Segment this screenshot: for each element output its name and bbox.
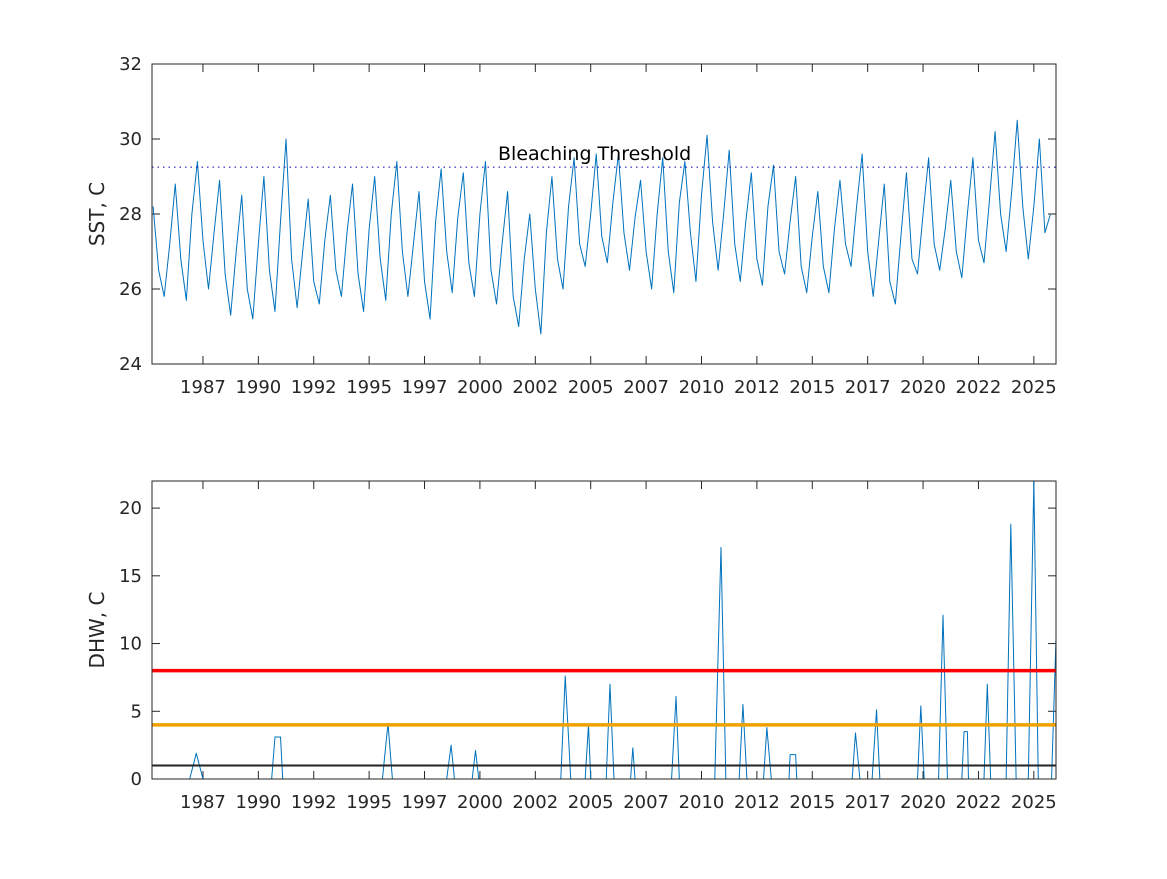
reference-label: Bleaching Threshold bbox=[498, 143, 691, 165]
y-tick-label: 0 bbox=[131, 769, 142, 790]
x-tick-label: 1992 bbox=[291, 377, 337, 398]
plot-area bbox=[152, 481, 1056, 779]
y-tick-label: 32 bbox=[119, 54, 142, 75]
x-tick-label: 2012 bbox=[734, 792, 780, 813]
x-tick-label: 2017 bbox=[845, 377, 891, 398]
x-tick-label: 2015 bbox=[789, 792, 835, 813]
axes-box bbox=[151, 63, 1057, 365]
x-tick-label: 1995 bbox=[346, 792, 392, 813]
x-tick-label: 2010 bbox=[679, 792, 725, 813]
x-tick-label: 2000 bbox=[457, 377, 503, 398]
data-line bbox=[152, 481, 1056, 779]
x-tick-label: 2025 bbox=[1011, 377, 1057, 398]
y-tick-label: 28 bbox=[119, 204, 142, 225]
x-tick-label: 1987 bbox=[180, 792, 226, 813]
plot-content bbox=[152, 119, 1056, 335]
x-tick-label: 1992 bbox=[291, 792, 337, 813]
x-tick-label: 2022 bbox=[956, 792, 1002, 813]
data-line bbox=[152, 119, 1051, 335]
x-tick-label: 1990 bbox=[235, 792, 281, 813]
y-tick-label: 24 bbox=[119, 354, 142, 375]
x-tick-label: 1995 bbox=[346, 377, 392, 398]
x-tick-label: 2025 bbox=[1011, 792, 1057, 813]
plot-area bbox=[152, 64, 1056, 364]
x-tick-label: 2007 bbox=[623, 377, 669, 398]
x-tick-label: 2015 bbox=[789, 377, 835, 398]
y-tick-label: 10 bbox=[119, 634, 142, 655]
x-tick-label: 2002 bbox=[512, 792, 558, 813]
x-tick-label: 2022 bbox=[956, 377, 1002, 398]
x-tick-label: 2017 bbox=[845, 792, 891, 813]
y-tick-label: 30 bbox=[119, 129, 142, 150]
x-tick-label: 2020 bbox=[900, 792, 946, 813]
x-tick-label: 1990 bbox=[235, 377, 281, 398]
x-tick-label: 2005 bbox=[568, 377, 614, 398]
y-tick-label: 20 bbox=[119, 498, 142, 519]
y-tick-label: 15 bbox=[119, 566, 142, 587]
x-tick-label: 2010 bbox=[679, 377, 725, 398]
y-axis-label: SST, C bbox=[85, 182, 109, 246]
x-tick-label: 2012 bbox=[734, 377, 780, 398]
x-tick-label: 2002 bbox=[512, 377, 558, 398]
x-tick-label: 1987 bbox=[180, 377, 226, 398]
y-tick-label: 5 bbox=[131, 701, 142, 722]
x-tick-label: 1997 bbox=[402, 792, 448, 813]
y-axis-label: DHW, C bbox=[85, 592, 109, 669]
x-tick-label: 2020 bbox=[900, 377, 946, 398]
y-tick-label: 26 bbox=[119, 279, 142, 300]
x-tick-label: 2005 bbox=[568, 792, 614, 813]
x-tick-label: 1997 bbox=[402, 377, 448, 398]
x-tick-label: 2000 bbox=[457, 792, 503, 813]
axes-box bbox=[151, 480, 1057, 780]
x-tick-label: 2007 bbox=[623, 792, 669, 813]
plot-content bbox=[152, 481, 1056, 779]
